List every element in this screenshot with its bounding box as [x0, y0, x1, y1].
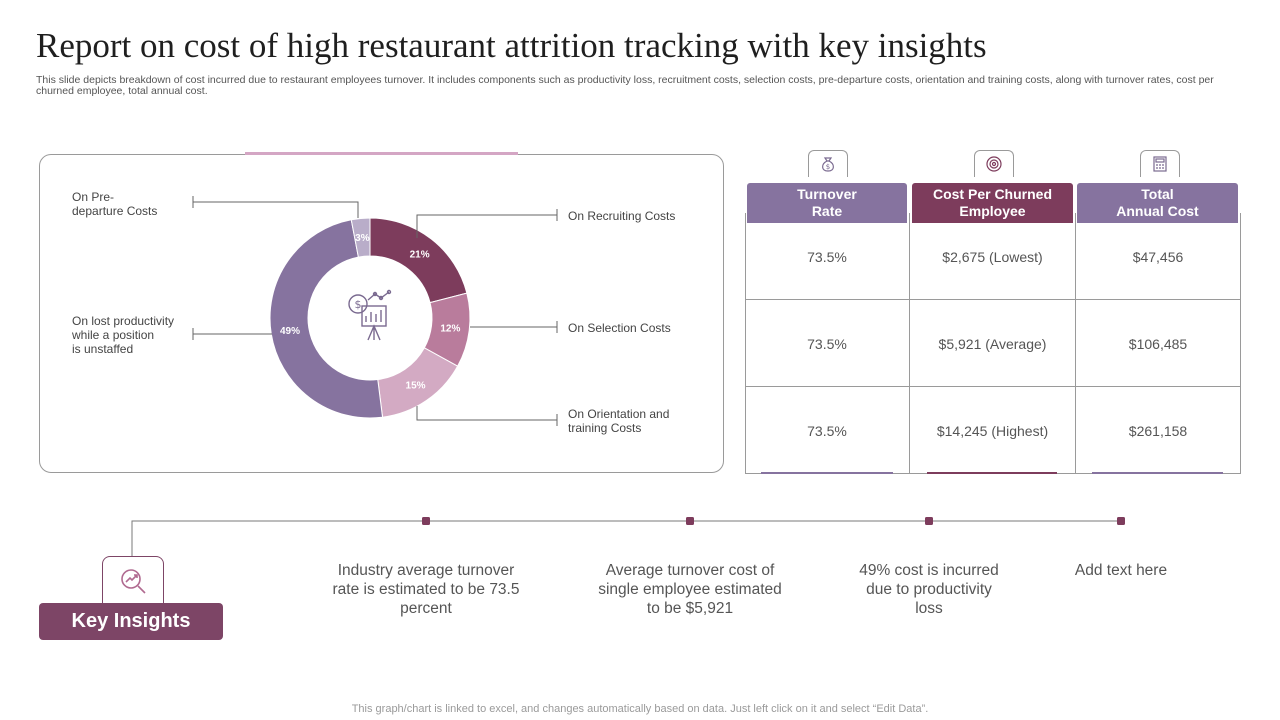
table-divider: [1075, 213, 1076, 474]
insight-item: 49% cost is incurred due to productivity l…: [859, 562, 999, 617]
target-icon: [974, 150, 1014, 177]
table-divider: [745, 299, 1241, 300]
donut-slice-label: 21%: [410, 249, 430, 260]
callout-label-recruiting: On Recruiting Costs: [568, 209, 676, 223]
callout-line-orientation: [416, 406, 558, 426]
column-accent: [761, 472, 893, 474]
insight-item: Average turnover cost of single employee …: [598, 562, 782, 617]
donut-slice[interactable]: [269, 219, 384, 419]
table-cell: $14,245 (Highest): [936, 423, 1049, 439]
table-cell: $106,485: [1128, 336, 1188, 352]
donut-slice[interactable]: [350, 217, 371, 258]
donut-slice-label: 3%: [355, 233, 370, 244]
column-accent: [927, 472, 1057, 474]
callout-line-recruiting: [416, 209, 558, 238]
table-cell: $261,158: [1128, 423, 1188, 439]
column-header-total-annual-cost: Total Annual Cost: [1077, 183, 1238, 223]
column-header-cost-per-churned-employee: Cost Per Churned Employee: [912, 183, 1073, 223]
table-cell: $5,921 (Average): [938, 336, 1047, 352]
donut-slice-label: 15%: [406, 380, 426, 391]
callout-label-lost-productivity: On lost productivity while a position is…: [72, 314, 175, 356]
svg-text:$: $: [355, 298, 362, 311]
chart-panel-accent-bar: [245, 152, 518, 155]
column-accent: [1092, 472, 1223, 474]
table-cell: 73.5%: [807, 423, 847, 439]
footer-note: This graph/chart is linked to excel, and…: [351, 703, 929, 715]
calculator-icon: [1140, 150, 1180, 177]
callout-label-orientation: On Orientation and training Costs: [568, 407, 670, 435]
callout-line-selection: [470, 321, 558, 333]
dollar-presentation-icon: $: [348, 289, 392, 341]
donut-slice-label: 12%: [440, 324, 460, 335]
money-bag-icon: $: [808, 150, 848, 177]
page-description: This slide depicts breakdown of cost inc…: [36, 74, 1214, 97]
callout-line-pre-departure: [192, 196, 359, 218]
key-insights-button[interactable]: Key Insights: [39, 603, 223, 640]
svg-text:$: $: [826, 163, 830, 171]
table-cell: $47,456: [1132, 249, 1184, 265]
page-title: Report on cost of high restaurant attrit…: [36, 26, 987, 65]
table-divider: [909, 213, 910, 474]
insight-item: Industry average turnover rate is estimat…: [332, 562, 520, 617]
table-cell: $2,675 (Lowest): [942, 249, 1043, 265]
table-divider: [745, 386, 1241, 387]
magnifier-growth-icon: [102, 556, 164, 604]
column-header-turnover-rate: Turnover Rate: [747, 183, 907, 223]
callout-label-pre-departure: On Pre- departure Costs: [72, 190, 158, 218]
donut-slice-label: 49%: [280, 326, 300, 337]
callout-line-lost-productivity: [192, 328, 272, 340]
table-cell: 73.5%: [807, 336, 847, 352]
callout-label-selection: On Selection Costs: [568, 321, 671, 335]
insight-item-placeholder[interactable]: Add text here: [1074, 562, 1168, 579]
table-cell: 73.5%: [807, 249, 847, 265]
